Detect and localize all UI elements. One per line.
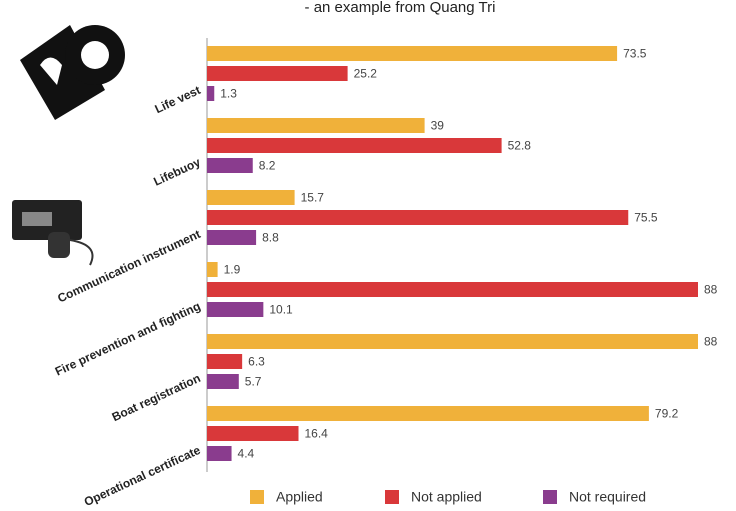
bar xyxy=(207,334,698,349)
value-label: 79.2 xyxy=(655,407,679,421)
bar xyxy=(207,302,264,317)
category-label: Life vest xyxy=(153,83,203,116)
legend-swatch xyxy=(250,490,264,504)
bar xyxy=(207,262,218,277)
bar xyxy=(207,190,295,205)
value-label: 15.7 xyxy=(301,191,325,205)
value-label: 73.5 xyxy=(623,47,647,61)
bar xyxy=(207,158,253,173)
value-label: 6.3 xyxy=(248,355,265,369)
value-label: 8.8 xyxy=(262,231,279,245)
radio-icon xyxy=(12,200,94,266)
legend-label: Not applied xyxy=(411,489,482,505)
category-label: Lifebuoy xyxy=(151,155,203,189)
value-label: 39 xyxy=(431,119,445,133)
life-ring-icon xyxy=(20,25,125,120)
value-label: 75.5 xyxy=(634,211,658,225)
bar xyxy=(207,406,649,421)
bar xyxy=(207,230,257,245)
value-label: 8.2 xyxy=(259,159,276,173)
bar xyxy=(207,46,618,61)
value-label: 88 xyxy=(704,283,718,297)
value-label: 1.3 xyxy=(220,87,237,101)
category-label: Fire prevention and fighting xyxy=(53,299,203,379)
value-label: 1.9 xyxy=(224,263,241,277)
bar xyxy=(207,426,299,441)
bar xyxy=(207,354,243,369)
bar xyxy=(207,118,425,133)
bar xyxy=(207,86,215,101)
value-label: 16.4 xyxy=(305,427,329,441)
value-label: 88 xyxy=(704,335,718,349)
chart-subtitle: - an example from Quang Tri xyxy=(305,0,496,16)
legend-swatch xyxy=(543,490,557,504)
bar xyxy=(207,374,239,389)
category-label: Operational certificate xyxy=(82,443,203,509)
legend-swatch xyxy=(385,490,399,504)
value-label: 25.2 xyxy=(354,67,378,81)
legend-label: Not required xyxy=(569,489,646,505)
bar xyxy=(207,210,629,225)
value-label: 5.7 xyxy=(245,375,262,389)
bar xyxy=(207,66,348,81)
legend-label: Applied xyxy=(276,489,323,505)
value-label: 4.4 xyxy=(238,447,255,461)
value-label: 10.1 xyxy=(269,303,293,317)
category-label: Boat registration xyxy=(110,371,203,424)
bar xyxy=(207,138,502,153)
value-label: 52.8 xyxy=(508,139,532,153)
bar xyxy=(207,446,232,461)
bar xyxy=(207,282,698,297)
